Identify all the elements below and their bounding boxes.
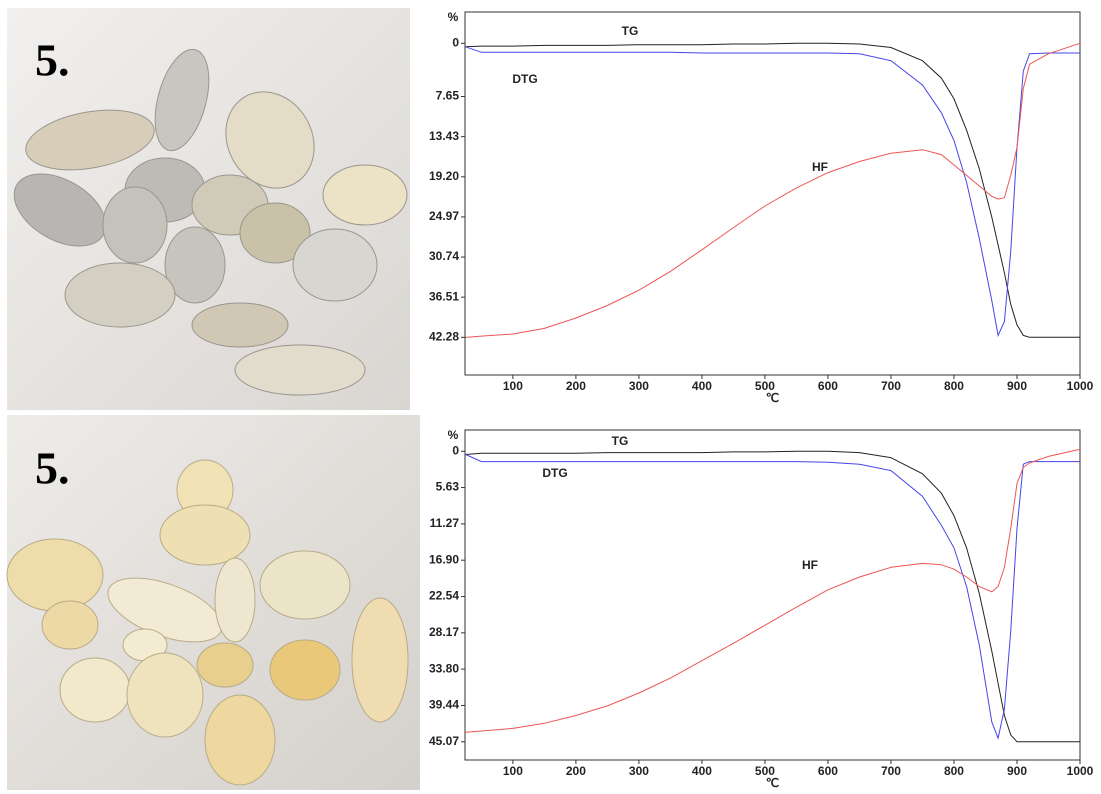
y-tick-label: 0 (452, 443, 459, 457)
y-tick-label: 45.07 (429, 734, 459, 748)
y-tick-label: 0 (452, 35, 459, 49)
x-tick-label: 1000 (1067, 379, 1094, 393)
x-tick-label: 400 (692, 764, 712, 778)
x-tick-label: 700 (881, 764, 901, 778)
series-label: HF (802, 558, 818, 572)
y-tick-label: 16.90 (429, 552, 459, 566)
x-tick-label: 100 (503, 379, 523, 393)
x-tick-label: 400 (692, 379, 712, 393)
series-line (465, 42, 1080, 338)
x-tick-label: 900 (1007, 764, 1027, 778)
series-line (465, 454, 1080, 740)
y-tick-label: 22.54 (429, 589, 459, 603)
y-tick-label: 19.20 (429, 169, 459, 183)
series-label: TG (612, 434, 629, 448)
y-tick-label: 13.43 (429, 129, 459, 143)
y-tick-label: 24.97 (429, 209, 459, 223)
x-tick-label: 800 (944, 764, 964, 778)
y-axis-label: % (448, 428, 459, 442)
y-tick-label: 42.28 (429, 329, 459, 343)
y-tick-label: 30.74 (429, 249, 459, 263)
y-tick-label: 28.17 (429, 625, 459, 639)
x-tick-label: 200 (566, 764, 586, 778)
photo-label: 5. (35, 443, 70, 494)
x-tick-label: 700 (881, 379, 901, 393)
x-tick-label: 500 (755, 764, 775, 778)
series-line (465, 46, 1080, 338)
series-label: DTG (542, 466, 567, 480)
y-tick-label: 33.80 (429, 661, 459, 675)
x-tick-label: 100 (503, 764, 523, 778)
series-line (465, 42, 1081, 338)
x-tick-label: 800 (944, 379, 964, 393)
x-tick-label: 600 (818, 764, 838, 778)
x-axis-label: ℃ (766, 391, 779, 405)
photo-label: 5. (35, 35, 70, 86)
x-tick-label: 500 (755, 379, 775, 393)
y-tick-label: 11.27 (430, 516, 460, 530)
plot-frame (464, 429, 1081, 761)
plot-frame (464, 11, 1081, 376)
x-tick-label: 300 (629, 764, 649, 778)
y-tick-label: 5.63 (436, 480, 460, 494)
series-label: TG (622, 24, 639, 38)
x-axis-label: ℃ (766, 776, 779, 790)
photo-bottom: 5. (6, 415, 420, 790)
x-tick-label: 600 (818, 379, 838, 393)
x-tick-label: 1000 (1067, 764, 1094, 778)
y-tick-label: 36.51 (429, 289, 459, 303)
y-tick-label: 7.65 (436, 89, 460, 103)
x-tick-label: 200 (566, 379, 586, 393)
x-tick-label: 300 (629, 379, 649, 393)
x-tick-label: 900 (1007, 379, 1027, 393)
y-axis-label: % (448, 10, 459, 24)
series-line (465, 450, 1080, 743)
series-label: DTG (512, 72, 537, 86)
series-label: HF (812, 160, 828, 174)
photo-top: 5. (7, 8, 410, 410)
series-line (465, 448, 1081, 733)
y-tick-label: 39.44 (429, 698, 459, 712)
